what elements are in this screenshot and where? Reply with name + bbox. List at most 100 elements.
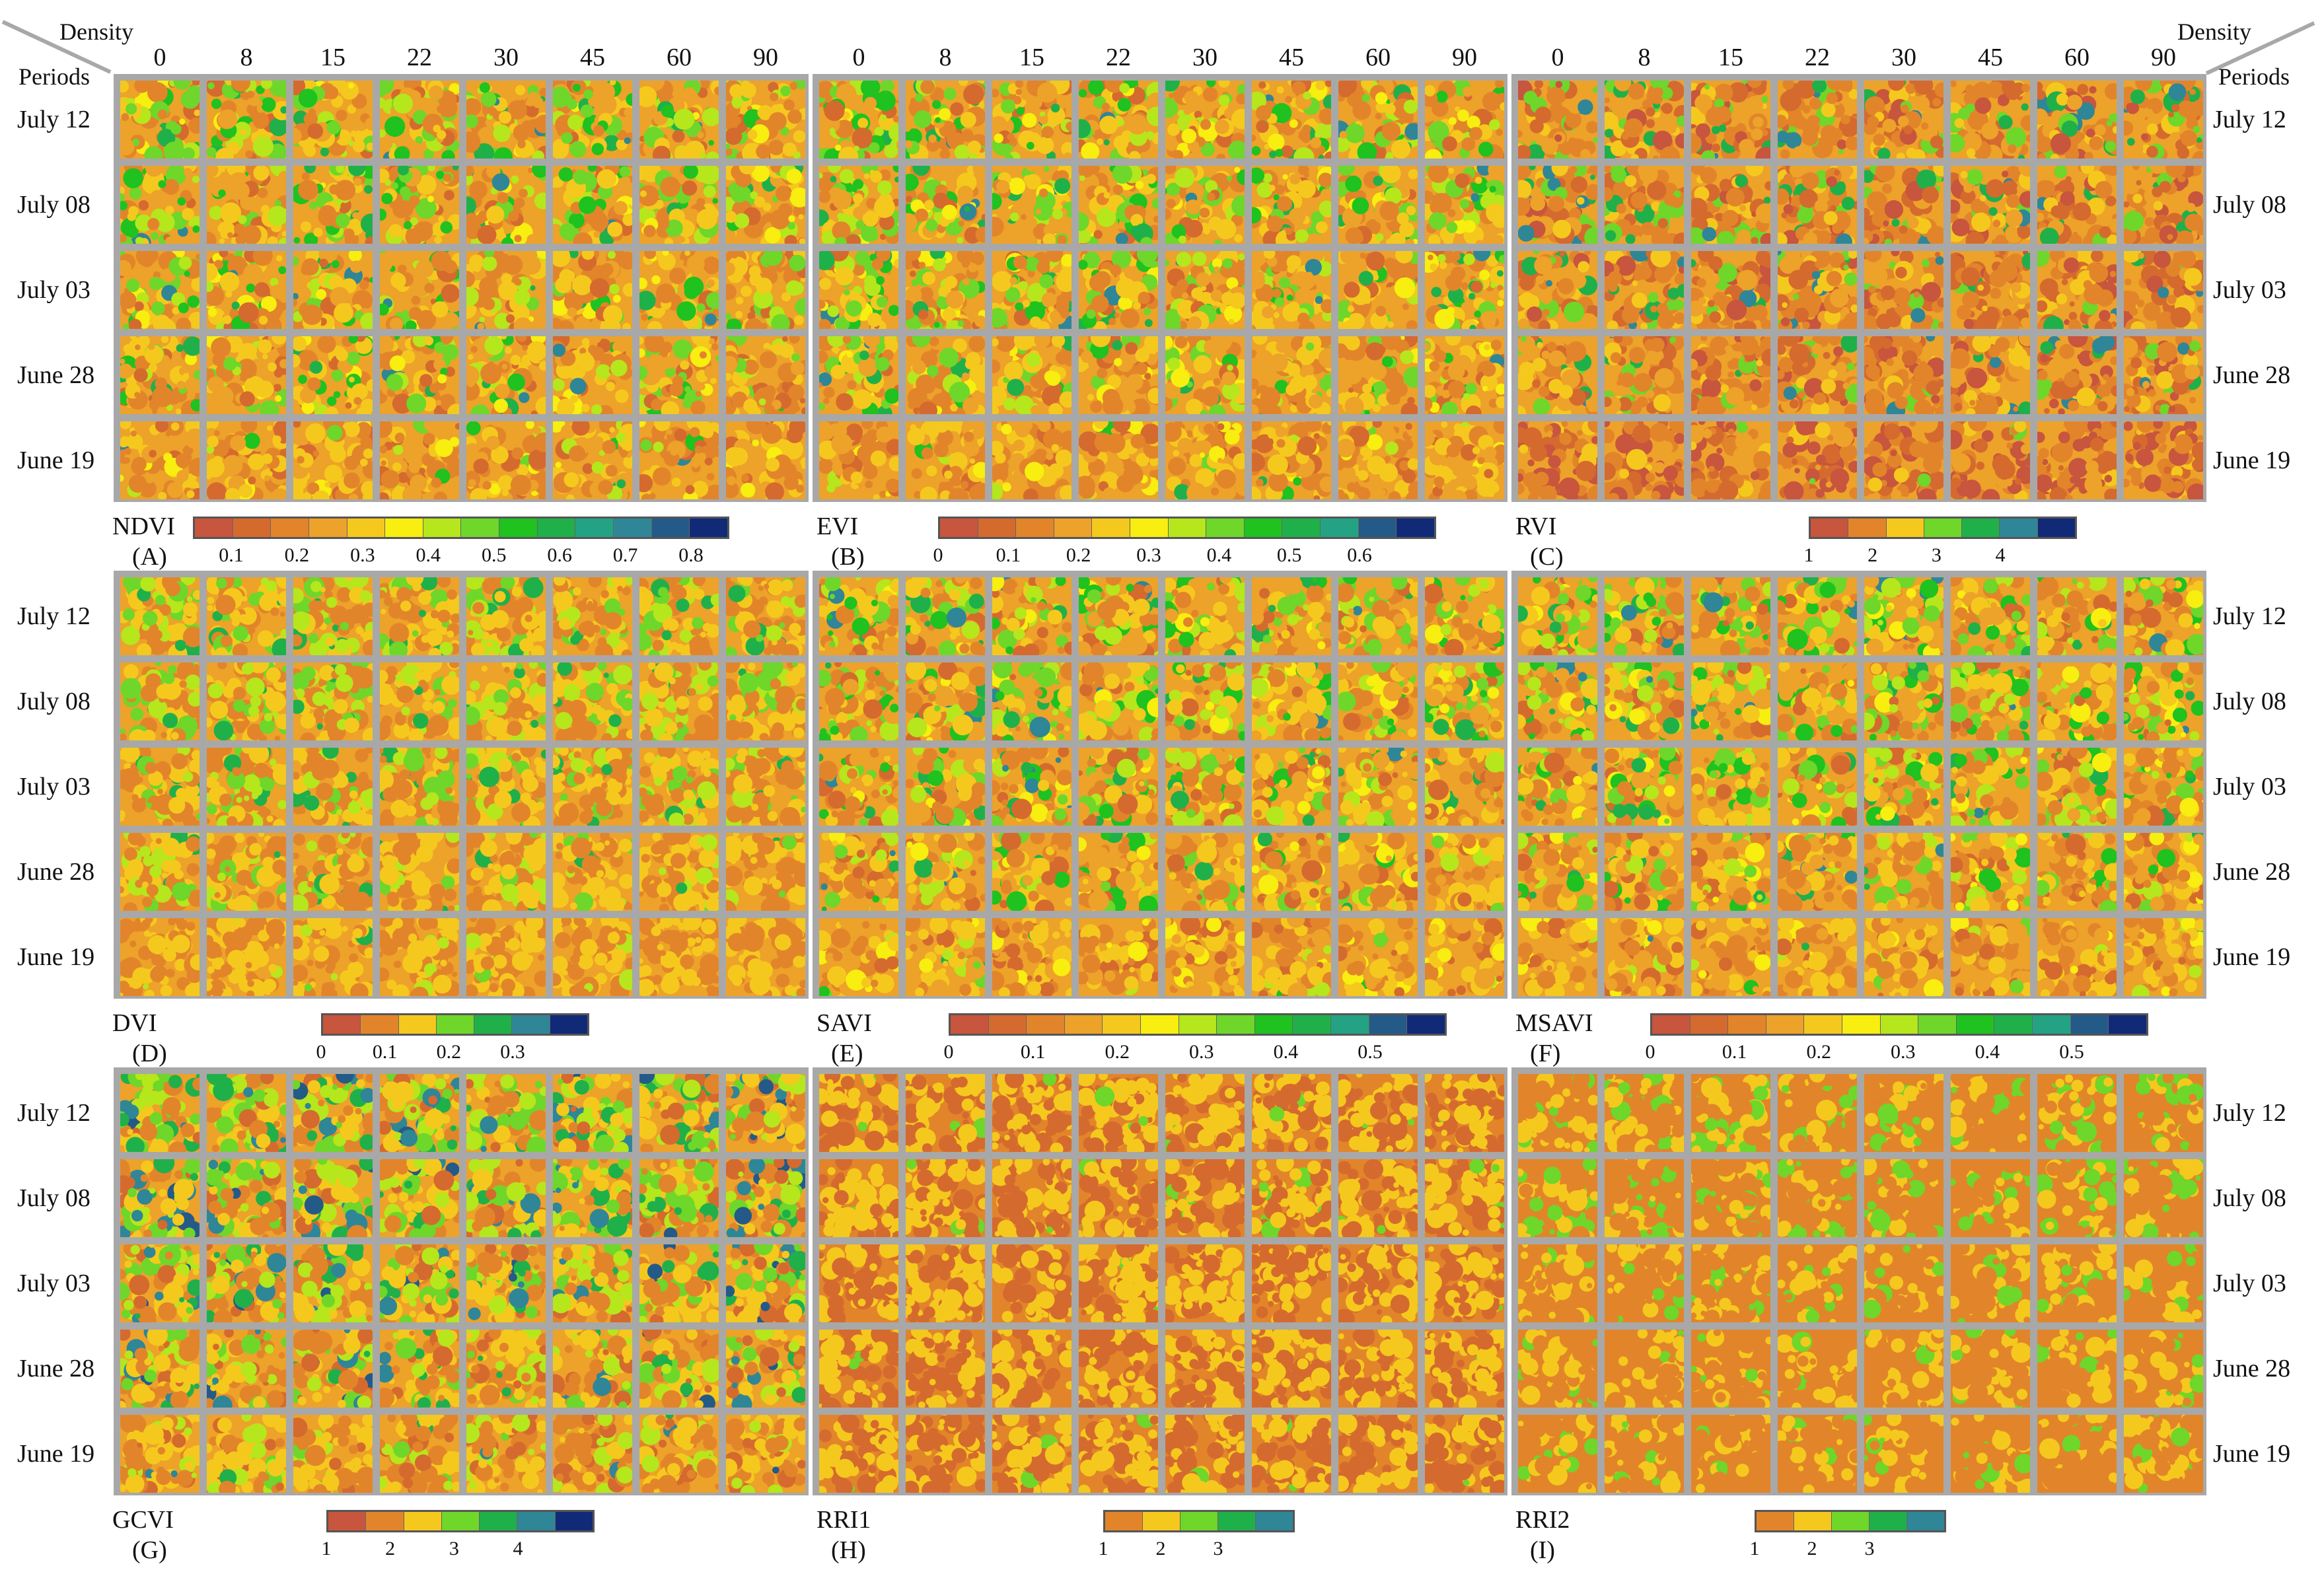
map-cell <box>1691 251 1770 329</box>
map-cell <box>1951 1074 2030 1152</box>
map-cell <box>1864 1330 1943 1408</box>
color-swatch <box>690 519 727 537</box>
color-swatch <box>556 1512 593 1530</box>
map-cell <box>2037 577 2117 655</box>
color-swatch <box>652 519 690 537</box>
color-scale-tick: 2 <box>1156 1539 1166 1559</box>
map-cell <box>906 1330 985 1408</box>
map-cell <box>1518 577 1597 655</box>
map-cell <box>1864 166 1943 244</box>
map-cell <box>2124 1074 2203 1152</box>
map-cell <box>120 166 200 244</box>
color-swatch <box>1690 1015 1729 1034</box>
map-cell <box>726 336 805 414</box>
panel-letter: (G) <box>132 1538 167 1563</box>
color-swatch <box>2071 1015 2109 1034</box>
map-cell <box>992 421 1071 499</box>
map-cell <box>1252 1159 1331 1237</box>
map-cell <box>819 1244 898 1322</box>
color-scale-tick: 0.1 <box>1722 1042 1747 1062</box>
map-cell <box>819 166 898 244</box>
color-swatch <box>1217 1015 1255 1034</box>
map-cell <box>1605 1330 1684 1408</box>
panel-index-name: RRI2 <box>1515 1507 1570 1532</box>
color-swatch <box>323 1015 361 1034</box>
color-swatch <box>1369 1015 1408 1034</box>
map-cell <box>1079 1074 1158 1152</box>
panel-letter: (F) <box>1530 1041 1560 1066</box>
map-cell <box>293 577 373 655</box>
period-label-right: July 08 <box>2213 689 2286 714</box>
color-scale-bar <box>1755 1510 1946 1532</box>
panel-rvi <box>1511 74 2206 502</box>
map-cell <box>1605 662 1684 740</box>
map-cell <box>380 1415 459 1493</box>
map-cell <box>207 251 286 329</box>
panel-letter: (A) <box>132 544 167 569</box>
map-cell <box>992 577 1071 655</box>
map-cell <box>2037 918 2117 996</box>
color-scale-tick: 0.5 <box>1358 1042 1383 1062</box>
color-scale-tick: 0.4 <box>1207 546 1232 565</box>
map-cell <box>1252 1244 1331 1322</box>
map-cell <box>1425 748 1504 826</box>
density-label: 15 <box>1718 45 1743 70</box>
map-cell <box>466 918 546 996</box>
map-cell <box>1252 251 1331 329</box>
map-cell <box>2124 1415 2203 1493</box>
panel-index-name: DVI <box>112 1011 157 1036</box>
map-cell <box>639 662 719 740</box>
map-cell <box>120 421 200 499</box>
map-cell <box>1165 918 1245 996</box>
map-cell <box>1778 1415 1857 1493</box>
map-cell <box>1425 1244 1504 1322</box>
map-cell <box>639 336 719 414</box>
map-cell <box>1079 251 1158 329</box>
map-cell <box>1165 336 1245 414</box>
period-label-right: June 28 <box>2213 1356 2290 1381</box>
map-cell <box>553 1415 632 1493</box>
panel-letter: (E) <box>831 1041 863 1066</box>
map-cell <box>639 833 719 911</box>
color-swatch <box>1179 1015 1217 1034</box>
density-label: 30 <box>493 45 519 70</box>
period-label-left: July 03 <box>17 277 91 303</box>
map-cell <box>466 81 546 159</box>
map-cell <box>992 918 1071 996</box>
map-cell <box>1864 251 1943 329</box>
color-swatch <box>437 1015 474 1034</box>
color-swatch <box>1957 1015 1995 1034</box>
color-scale-tick: 0.1 <box>996 546 1021 565</box>
color-scale-bar <box>1809 517 2077 539</box>
map-cell <box>1079 577 1158 655</box>
corner-periods-label-left: Periods <box>18 65 90 89</box>
map-cell <box>1518 1330 1597 1408</box>
map-cell <box>1778 918 1857 996</box>
map-cell <box>2037 1074 2117 1152</box>
map-cell <box>1252 1330 1331 1408</box>
period-label-left: June 28 <box>17 363 94 388</box>
period-label-right: June 28 <box>2213 363 2290 388</box>
map-cell <box>819 251 898 329</box>
map-cell <box>1605 251 1684 329</box>
map-cell <box>120 251 200 329</box>
map-cell <box>1252 748 1331 826</box>
color-swatch <box>1728 1015 1766 1034</box>
map-cell <box>1864 662 1943 740</box>
map-cell <box>639 748 719 826</box>
color-swatch <box>480 1512 517 1530</box>
map-cell <box>1778 336 1857 414</box>
map-cell <box>1691 1244 1770 1322</box>
map-cell <box>1518 251 1597 329</box>
map-cell <box>1425 1159 1504 1237</box>
color-swatch <box>550 1015 587 1034</box>
period-label-left: July 12 <box>17 107 91 132</box>
map-cell <box>1951 336 2030 414</box>
map-cell <box>1425 1074 1504 1152</box>
period-label-right: June 28 <box>2213 859 2290 884</box>
map-cell <box>2037 833 2117 911</box>
map-cell <box>1338 166 1418 244</box>
map-cell <box>1165 1415 1245 1493</box>
period-label-left: July 12 <box>17 1100 91 1126</box>
color-swatch <box>404 1512 442 1530</box>
